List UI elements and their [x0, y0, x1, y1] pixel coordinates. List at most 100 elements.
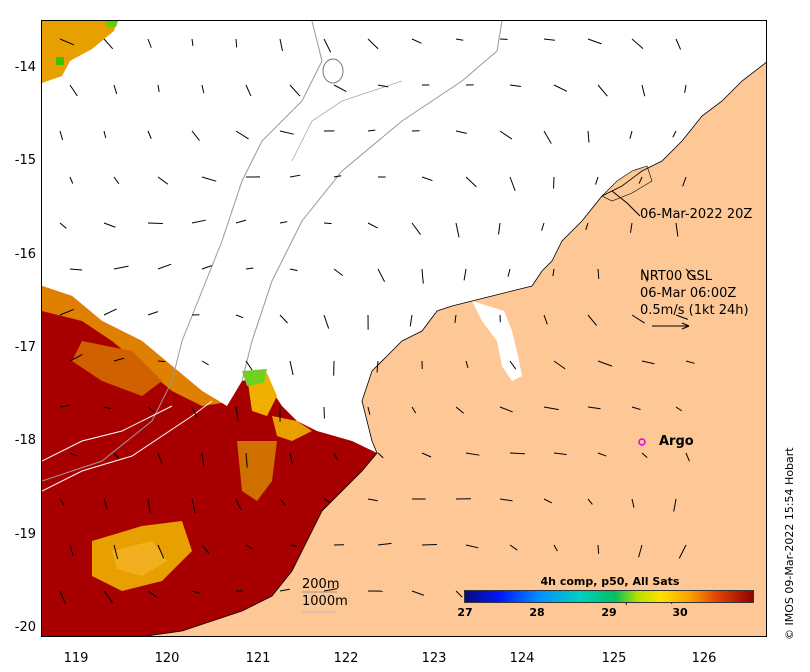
current-arrow — [631, 314, 645, 324]
current-arrow — [147, 130, 152, 139]
current-arrow — [113, 84, 118, 95]
x-tick-label: 123 — [421, 651, 447, 666]
current-arrow — [235, 130, 249, 140]
current-arrow — [641, 84, 646, 97]
x-tick-label: 121 — [245, 651, 271, 666]
current-arrow — [147, 38, 152, 48]
current-arrow — [333, 175, 342, 178]
current-arrow — [245, 544, 254, 550]
current-arrow — [675, 222, 679, 237]
current-arrow — [377, 542, 392, 546]
current-arrow — [543, 314, 548, 325]
current-arrow — [113, 176, 120, 185]
colorbar-tick: 29 — [601, 606, 617, 619]
current-arrow — [411, 38, 422, 44]
current-arrow — [455, 222, 460, 238]
isobath-1000-label: 1000m — [302, 594, 348, 609]
current-arrow — [191, 38, 194, 47]
current-arrow — [585, 222, 589, 230]
current-arrow — [685, 452, 690, 462]
current-arrow — [465, 176, 477, 188]
current-arrow — [684, 84, 687, 93]
current-arrow — [289, 268, 298, 272]
current-arrow — [421, 452, 432, 458]
current-arrow — [191, 590, 200, 594]
current-arrow — [421, 268, 424, 284]
current-arrow — [191, 130, 200, 141]
current-arrow — [333, 268, 344, 277]
map-graphic — [42, 21, 766, 636]
current-arrow — [235, 498, 242, 510]
current-arrow — [411, 222, 421, 235]
sst-patch-north — [42, 21, 117, 83]
current-arrow — [333, 84, 347, 93]
current-arrow — [69, 452, 77, 457]
current-arrow — [587, 130, 590, 143]
current-arrow — [543, 130, 552, 144]
current-arrow — [147, 590, 158, 599]
current-arrow — [279, 130, 294, 135]
current-arrow — [367, 129, 376, 132]
current-arrow — [59, 308, 74, 316]
current-arrow — [509, 176, 516, 191]
current-arrow — [113, 357, 125, 362]
current-arrow — [376, 360, 379, 373]
current-arrow — [377, 84, 389, 88]
current-arrow — [409, 314, 413, 327]
current-arrow — [597, 360, 613, 367]
colorbar — [464, 590, 754, 603]
current-arrow — [682, 176, 687, 187]
current-arrow — [279, 588, 290, 592]
current-arrow — [553, 544, 558, 552]
isobath-200 — [42, 21, 323, 482]
credit-text: © IMOS 09-Mar-2022 15:54 Hobart — [783, 447, 796, 640]
current-arrow — [455, 38, 464, 41]
sst-warm-fringe — [42, 286, 222, 406]
current-arrow — [638, 176, 643, 184]
current-arrow — [678, 544, 687, 559]
x-tick-label: 124 — [509, 651, 535, 666]
current-arrow — [553, 84, 568, 92]
current-arrow — [553, 452, 567, 455]
current-arrow — [421, 176, 433, 182]
current-arrow — [638, 544, 643, 558]
current-arrow — [498, 222, 501, 235]
colorbar-tick: 28 — [529, 606, 545, 619]
current-arrow — [235, 219, 247, 224]
current-arrow — [157, 360, 166, 363]
current-arrow — [543, 406, 559, 411]
current-arrow — [465, 452, 480, 456]
argo-marker — [638, 438, 646, 446]
current-arrow — [323, 588, 338, 592]
current-arrow — [289, 544, 298, 548]
sat-track-line — [611, 190, 641, 217]
current-arrow — [672, 130, 677, 138]
y-tick-label: -18 — [14, 433, 36, 448]
current-arrow — [235, 314, 244, 319]
map-canvas[interactable] — [41, 20, 767, 637]
current-arrow — [289, 174, 301, 178]
current-arrow — [499, 498, 513, 502]
current-arrow — [595, 176, 599, 185]
colorbar-title: 4h comp, p50, All Sats — [540, 575, 680, 588]
current-arrow — [235, 38, 238, 48]
current-arrow — [245, 452, 248, 468]
current-arrow — [147, 311, 159, 316]
current-arrows — [59, 38, 697, 605]
current-arrow — [333, 452, 339, 461]
current-arrow — [463, 268, 467, 281]
current-arrow — [103, 38, 114, 50]
land-mass — [146, 62, 766, 636]
current-arrow — [201, 84, 205, 94]
current-arrow — [289, 360, 294, 376]
current-arrow — [103, 590, 114, 604]
current-arrow — [279, 498, 286, 506]
current-arrow — [552, 268, 555, 277]
current-arrow — [323, 222, 332, 225]
current-arrow — [454, 314, 457, 323]
current-arrow — [499, 406, 513, 413]
current-arrow — [103, 406, 112, 410]
current-arrow — [367, 406, 371, 415]
current-arrow — [367, 498, 378, 502]
current-arrow — [289, 452, 293, 465]
